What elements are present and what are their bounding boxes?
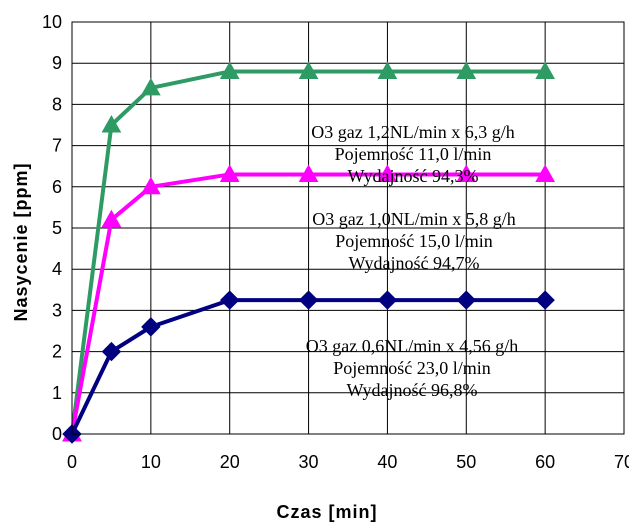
annotation-line: O3 gaz 1,0NL/min x 5,8 g/h	[312, 209, 515, 229]
y-tick-label: 1	[52, 383, 62, 403]
x-tick-label: 60	[535, 452, 555, 472]
data-point-marker	[101, 341, 122, 362]
data-point-marker	[219, 61, 240, 79]
x-tick-label: 30	[299, 452, 319, 472]
data-point-marker	[101, 114, 122, 133]
x-axis-ticks: 0 10 20 30 40 50 60 70	[67, 452, 629, 472]
y-tick-label: 0	[52, 424, 62, 444]
x-tick-label: 10	[141, 452, 161, 472]
data-point-marker	[141, 317, 161, 337]
series-line	[70, 298, 546, 435]
annotation-line: Wydajność 96,8%	[347, 380, 478, 400]
data-point-marker	[535, 61, 555, 79]
y-axis-ticks: 0 1 2 3 4 5 6 7 8 9 10	[42, 12, 62, 444]
x-tick-label: 70	[614, 452, 629, 472]
data-point-marker	[535, 290, 555, 310]
annotation-line: O3 gaz 0,6NL/min x 4,56 g/h	[306, 336, 518, 356]
x-tick-label: 40	[377, 452, 397, 472]
series-line	[70, 172, 546, 435]
series-line	[70, 69, 546, 435]
annotation-line: Wydajność 94,3%	[348, 166, 479, 186]
data-point-marker	[219, 164, 240, 182]
data-point-marker	[298, 164, 319, 182]
data-point-marker	[535, 164, 555, 182]
annotation-line: Pojemność 23,0 l/min	[333, 358, 491, 378]
annotation-line: Wydajność 94,7%	[349, 253, 480, 273]
y-tick-label: 3	[52, 300, 62, 320]
y-tick-label: 4	[52, 259, 62, 279]
annotation-line: Pojemność 11,0 l/min	[335, 144, 492, 164]
y-tick-label: 7	[52, 136, 62, 156]
data-point-marker	[456, 164, 477, 182]
y-tick-label: 10	[42, 12, 62, 32]
data-point-marker	[456, 290, 476, 310]
y-tick-label: 2	[52, 342, 62, 362]
annotation-line: O3 gaz 1,2NL/min x 6,3 g/h	[311, 122, 514, 142]
annotation-line: Pojemność 15,0 l/min	[335, 231, 493, 251]
data-point-marker	[456, 61, 477, 79]
data-point-marker	[101, 209, 122, 228]
y-axis-title: Nasycenie [ppm]	[11, 162, 31, 321]
y-tick-label: 6	[52, 177, 62, 197]
x-tick-label: 0	[67, 452, 77, 472]
data-point-marker	[141, 176, 161, 195]
data-point-marker	[377, 61, 398, 79]
data-point-marker	[141, 77, 161, 96]
plot-area-frame	[71, 21, 625, 435]
y-tick-label: 5	[52, 218, 62, 238]
data-point-marker	[377, 290, 398, 310]
data-point-marker	[298, 290, 319, 310]
x-axis-title: Czas [min]	[276, 502, 377, 522]
x-tick-label: 50	[456, 452, 476, 472]
data-point-marker	[377, 164, 398, 182]
y-tick-label: 9	[52, 53, 62, 73]
data-point-marker	[220, 290, 240, 310]
x-tick-label: 20	[220, 452, 240, 472]
data-point-marker	[298, 61, 319, 79]
y-tick-label: 8	[52, 94, 62, 114]
series-group	[62, 61, 555, 444]
